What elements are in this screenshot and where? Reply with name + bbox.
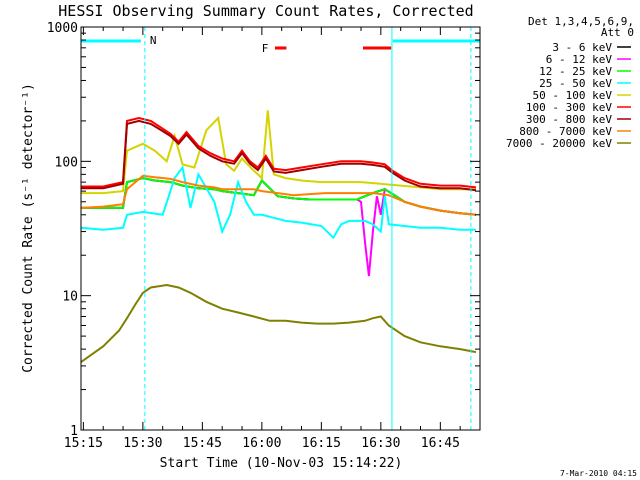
legend-label: 25 - 50 keV <box>539 77 612 90</box>
plot-frame <box>80 26 481 431</box>
series-line-6 <box>81 116 477 189</box>
y-tick-label: 100 <box>55 155 78 170</box>
night-marker-label: N <box>150 34 157 47</box>
x-tick-label: 15:30 <box>123 436 162 451</box>
timestamp-footer: 7-Mar-2010 04:15 <box>560 469 637 478</box>
legend-header: Att 0 <box>601 26 634 39</box>
y-tick-label: 10 <box>62 290 78 305</box>
x-tick-label: 16:00 <box>242 436 281 451</box>
x-tick-label: 16:45 <box>421 436 460 451</box>
series-line-7 <box>81 119 477 192</box>
series-line-8 <box>80 174 477 216</box>
y-axis-ticks: 1 10 100 1000 <box>47 21 480 439</box>
series-layer <box>80 110 477 363</box>
annotation-layer: NF <box>81 27 480 430</box>
legend-label: 7000 - 20000 keV <box>506 137 612 150</box>
flare-marker-label: F <box>262 42 269 55</box>
y-tick-label: 1 <box>70 424 78 439</box>
chart-title: HESSI Observing Summary Count Rates, Cor… <box>58 2 473 20</box>
legend-label: 6 - 12 keV <box>546 53 613 66</box>
legend-label: 100 - 300 keV <box>526 101 612 114</box>
x-axis-ticks: 15:15 15:30 15:45 16:00 16:15 16:30 16:45 <box>64 27 481 451</box>
legend-label: 300 - 800 keV <box>526 113 612 126</box>
x-axis-label: Start Time (10-Nov-03 15:14:22) <box>160 456 403 471</box>
x-tick-label: 16:15 <box>302 436 341 451</box>
legend-label: 800 - 7000 keV <box>519 125 612 138</box>
legend-header: Det 1,3,4,5,6,9, <box>528 15 634 28</box>
series-line-3 <box>81 177 477 216</box>
x-tick-label: 16:30 <box>361 436 400 451</box>
series-line-5 <box>81 110 476 195</box>
legend-label: 12 - 25 keV <box>539 65 612 78</box>
legend-label: 50 - 100 keV <box>533 89 613 102</box>
y-axis-label: Corrected Count Rate (s⁻¹ detector⁻¹) <box>21 83 36 373</box>
series-line-9 <box>80 283 477 363</box>
x-tick-label: 15:45 <box>183 436 222 451</box>
legend-label: 3 - 6 keV <box>552 41 612 54</box>
x-tick-label: 15:15 <box>64 436 103 451</box>
y-tick-label: 1000 <box>47 21 78 36</box>
series-line-4 <box>80 165 476 240</box>
